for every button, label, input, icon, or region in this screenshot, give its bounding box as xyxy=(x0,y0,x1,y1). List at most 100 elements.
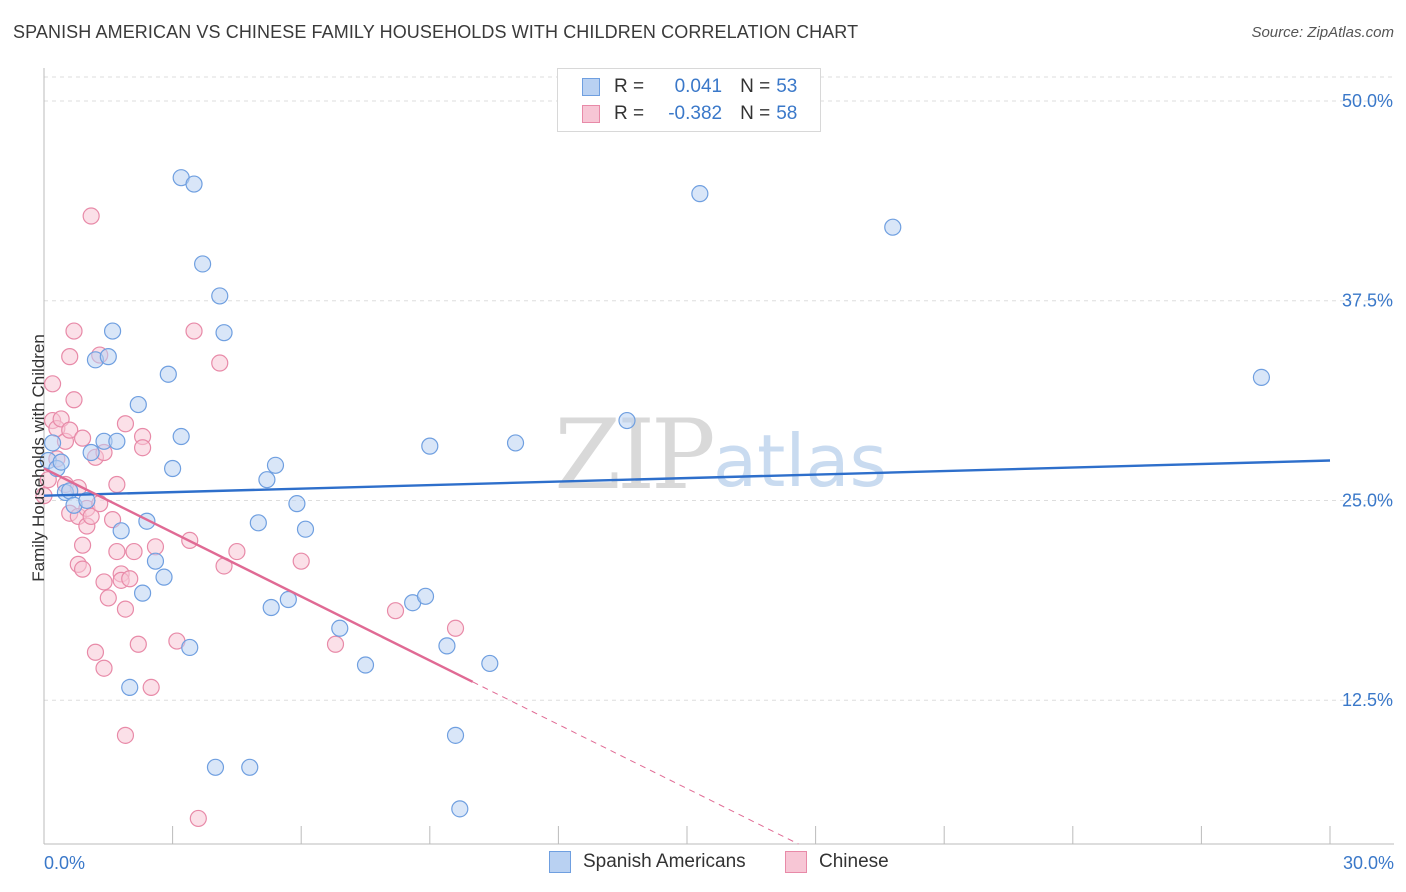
chinese-point xyxy=(446,619,465,637)
spanish-americans-point xyxy=(451,800,469,818)
spanish-americans-point xyxy=(99,348,117,366)
r-value: 0.041 xyxy=(674,76,723,97)
spanish-americans-point xyxy=(206,758,225,776)
chinese-point xyxy=(99,589,117,607)
watermark: ZIP atlas xyxy=(554,399,887,511)
y-tick-label: 12.5% xyxy=(1342,690,1393,710)
chinese-point xyxy=(86,643,105,661)
spanish-americans-point xyxy=(481,654,499,673)
legend-row-spanish-americans: R = 0.041 N = 53 xyxy=(582,75,797,99)
y-tick-label: 37.5% xyxy=(1342,291,1393,311)
chinese-point xyxy=(108,475,126,494)
spanish-americans-point xyxy=(133,584,152,602)
spanish-americans-point xyxy=(356,656,375,674)
spanish-americans-point xyxy=(618,411,636,430)
spanish-americans-point xyxy=(146,552,165,570)
spanish-americans-point xyxy=(155,568,173,586)
chinese-point xyxy=(116,600,135,618)
chinese-point xyxy=(73,560,92,578)
spanish-americans-point xyxy=(43,434,62,452)
spanish-americans-point xyxy=(331,619,349,637)
spanish-americans-point xyxy=(82,443,100,462)
chinese-point xyxy=(82,207,100,225)
spanish-americans-point xyxy=(103,322,122,340)
chinese-point xyxy=(73,536,92,554)
n-label: N = xyxy=(740,103,771,124)
n-value: 58 xyxy=(776,103,798,124)
legend-row-chinese: R = -0.382 N = 58 xyxy=(582,102,797,126)
spanish-americans-point xyxy=(172,427,190,446)
chinese-point xyxy=(65,322,83,340)
chinese-point xyxy=(95,659,113,677)
chinese-trendline xyxy=(43,467,474,683)
watermark-atlas: atlas xyxy=(713,419,887,503)
tick-label-layer: 12.5% 25.0% 37.5% 50.0% 0.0% 30.0% xyxy=(44,91,1394,873)
spanish-americans-point xyxy=(159,365,177,383)
spanish-americans-point xyxy=(884,218,902,236)
chinese-point xyxy=(82,507,100,526)
spanish-americans-point xyxy=(266,456,285,474)
blue-swatch-icon xyxy=(549,851,571,873)
spanish-americans-point xyxy=(215,324,233,342)
spanish-americans-point xyxy=(1252,368,1271,387)
chinese-point xyxy=(211,354,229,372)
y-axis-label: Family Households with Children xyxy=(29,334,48,582)
spanish-americans-point xyxy=(296,520,315,538)
chinese-point xyxy=(108,542,126,561)
trend-layer xyxy=(43,459,1331,845)
chinese-trendline-extension xyxy=(472,681,799,845)
chinese-point xyxy=(95,573,113,591)
chinese-point xyxy=(386,602,405,620)
spanish-americans-point xyxy=(121,678,139,697)
chinese-point xyxy=(326,635,345,653)
r-label: R = xyxy=(614,76,645,97)
blue-swatch-icon xyxy=(582,78,600,96)
legend-item-chinese[interactable]: Chinese xyxy=(785,851,889,873)
chinese-point xyxy=(116,415,135,433)
n-value: 53 xyxy=(776,76,798,97)
spanish-americans-point xyxy=(691,185,709,203)
spanish-americans-point xyxy=(421,437,439,455)
x-tick-label: 0.0% xyxy=(44,853,85,873)
chinese-point xyxy=(292,552,310,570)
spanish-americans-point xyxy=(112,522,130,540)
chinese-point xyxy=(185,322,203,340)
spanish-americans-point xyxy=(506,434,525,452)
chinese-point xyxy=(116,726,135,744)
y-tick-label: 50.0% xyxy=(1342,91,1393,111)
y-tick-label: 25.0% xyxy=(1342,490,1393,510)
n-label: N = xyxy=(740,76,771,97)
spanish-americans-point xyxy=(164,459,182,478)
spanish-americans-point xyxy=(194,255,212,273)
spanish-americans-point xyxy=(258,471,276,489)
spanish-americans-point xyxy=(262,598,280,617)
spanish-americans-point xyxy=(288,495,306,513)
spanish-americans-point xyxy=(211,287,229,305)
chinese-point xyxy=(65,391,83,409)
spanish-americans-point xyxy=(108,432,126,450)
legend-label: Spanish Americans xyxy=(583,851,746,872)
chinese-point xyxy=(121,570,139,588)
chart-title: SPANISH AMERICAN VS CHINESE FAMILY HOUSE… xyxy=(13,22,859,42)
legend-item-spanish-americans[interactable]: Spanish Americans xyxy=(549,851,746,873)
pink-swatch-icon xyxy=(582,105,600,123)
spanish-americans-trendline xyxy=(43,459,1331,497)
chinese-point xyxy=(125,542,143,561)
chinese-point xyxy=(133,439,152,457)
spanish-americans-point xyxy=(446,726,465,744)
spanish-americans-point xyxy=(78,491,96,510)
series-legend: Spanish Americans Chinese xyxy=(0,851,1406,877)
spanish-americans-point xyxy=(52,453,70,471)
chinese-point xyxy=(189,809,207,828)
spanish-americans-point xyxy=(438,637,456,655)
spanish-americans-point xyxy=(241,758,259,776)
spanish-americans-point xyxy=(185,175,203,193)
legend-label: Chinese xyxy=(819,851,889,872)
chinese-point xyxy=(73,429,92,447)
pink-swatch-icon xyxy=(785,851,807,873)
x-tick-label: 30.0% xyxy=(1343,853,1394,873)
source-label: Source: ZipAtlas.com xyxy=(1251,24,1394,41)
spanish-americans-point xyxy=(129,395,147,414)
chinese-point xyxy=(61,421,79,439)
